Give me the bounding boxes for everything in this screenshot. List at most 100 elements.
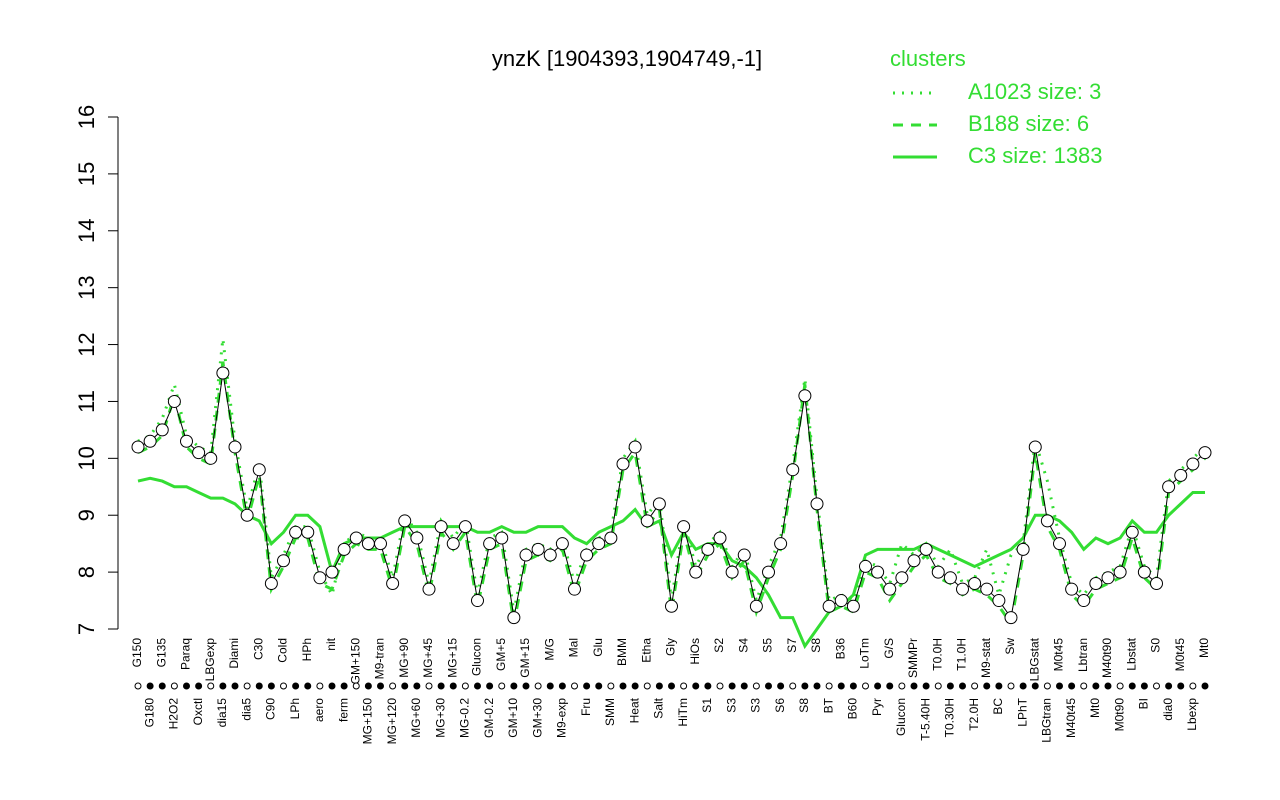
x-tick-label: M0t90	[1112, 698, 1126, 732]
point	[1028, 440, 1042, 454]
point-link	[1131, 532, 1145, 573]
rug	[170, 682, 178, 690]
point-link	[234, 446, 248, 516]
point	[798, 389, 812, 403]
rug	[595, 682, 603, 690]
x-tick-label: Lbstat	[1124, 637, 1138, 670]
point-link	[561, 543, 575, 590]
rug	[377, 682, 384, 690]
point	[846, 599, 860, 613]
series-line	[137, 338, 1207, 613]
x-tick-label: nit	[324, 637, 338, 650]
rug	[1153, 682, 1160, 690]
point-link	[780, 469, 794, 544]
rug	[752, 682, 760, 690]
x-tick-label: BC	[991, 698, 1005, 715]
point-link	[671, 526, 685, 607]
point	[665, 599, 678, 613]
point-link	[501, 537, 515, 618]
point	[337, 542, 351, 556]
point	[519, 548, 533, 562]
point-link	[222, 372, 236, 448]
point-link	[1119, 532, 1133, 573]
point	[810, 497, 824, 511]
x-tick-label: Etha	[639, 638, 653, 663]
point	[434, 520, 448, 534]
y-tick-label: 12	[74, 332, 99, 356]
x-tick-label: BI	[1137, 698, 1151, 709]
point	[349, 531, 363, 545]
point	[361, 537, 375, 551]
rug	[449, 682, 457, 690]
x-tick-label: dia5	[239, 698, 253, 721]
x-tick-label: SMM	[603, 698, 617, 726]
point	[1150, 576, 1163, 590]
x-tick-label: M40t90	[1100, 638, 1114, 678]
rug	[971, 682, 979, 690]
rug	[777, 682, 785, 690]
x-tick-label: S3	[749, 698, 763, 713]
rug	[898, 682, 906, 690]
rug	[340, 682, 348, 690]
point	[543, 548, 557, 562]
rug	[364, 682, 372, 690]
x-tick-label: MG+30	[433, 698, 447, 738]
point	[956, 582, 969, 596]
rug	[219, 682, 227, 690]
rug	[1165, 682, 1173, 690]
x-tick-label: LoTm	[858, 638, 872, 669]
x-tick-label: GM+30	[530, 698, 544, 738]
rug	[510, 682, 518, 690]
y-tick-label: 13	[74, 275, 99, 299]
rug	[1116, 682, 1124, 690]
y-tick-label: 9	[74, 509, 99, 521]
point	[652, 497, 666, 511]
x-tick-label: LBGtran	[1040, 698, 1054, 743]
x-tick-label: Salt	[652, 697, 666, 718]
rug	[692, 682, 700, 690]
x-tick-label: Heat	[627, 697, 641, 723]
x-tick-label: M/G	[542, 638, 556, 661]
point	[325, 565, 339, 579]
point-link	[610, 463, 624, 539]
point	[749, 599, 763, 613]
point	[143, 434, 157, 448]
rug	[607, 682, 615, 690]
rug	[558, 682, 566, 690]
point	[1113, 565, 1127, 579]
x-tick-label: MG+90	[397, 638, 411, 678]
x-tick-label: S1	[700, 698, 714, 713]
point	[774, 537, 788, 551]
point	[398, 514, 412, 528]
rug	[959, 682, 966, 690]
x-tick-label: Glucon	[894, 698, 908, 736]
point	[628, 440, 642, 454]
legend-title: clusters	[890, 46, 966, 71]
rug	[1092, 682, 1100, 690]
point-link	[416, 537, 430, 590]
rug	[1177, 682, 1185, 690]
x-tick-label: G180	[142, 698, 156, 728]
rug	[352, 682, 360, 690]
x-tick-label: S5	[761, 638, 775, 653]
x-tick-label: Mal	[567, 638, 581, 657]
x-tick-label: LPhT	[1015, 697, 1029, 726]
rug	[825, 682, 833, 690]
point	[931, 565, 945, 579]
point-link	[852, 566, 866, 607]
rug	[255, 682, 263, 690]
point-link	[658, 503, 672, 607]
x-tick-label: GM+5	[494, 638, 508, 671]
rug	[486, 682, 494, 690]
point	[980, 582, 994, 596]
point	[289, 525, 303, 539]
rug	[910, 682, 918, 690]
rug	[668, 682, 675, 690]
point	[374, 537, 387, 551]
point	[471, 594, 484, 608]
point	[192, 446, 206, 460]
x-tick-label: S4	[736, 638, 750, 653]
x-tick-label: MG+150	[361, 698, 375, 745]
point-link	[210, 372, 224, 459]
x-tick-label: T1.0H	[955, 638, 969, 671]
